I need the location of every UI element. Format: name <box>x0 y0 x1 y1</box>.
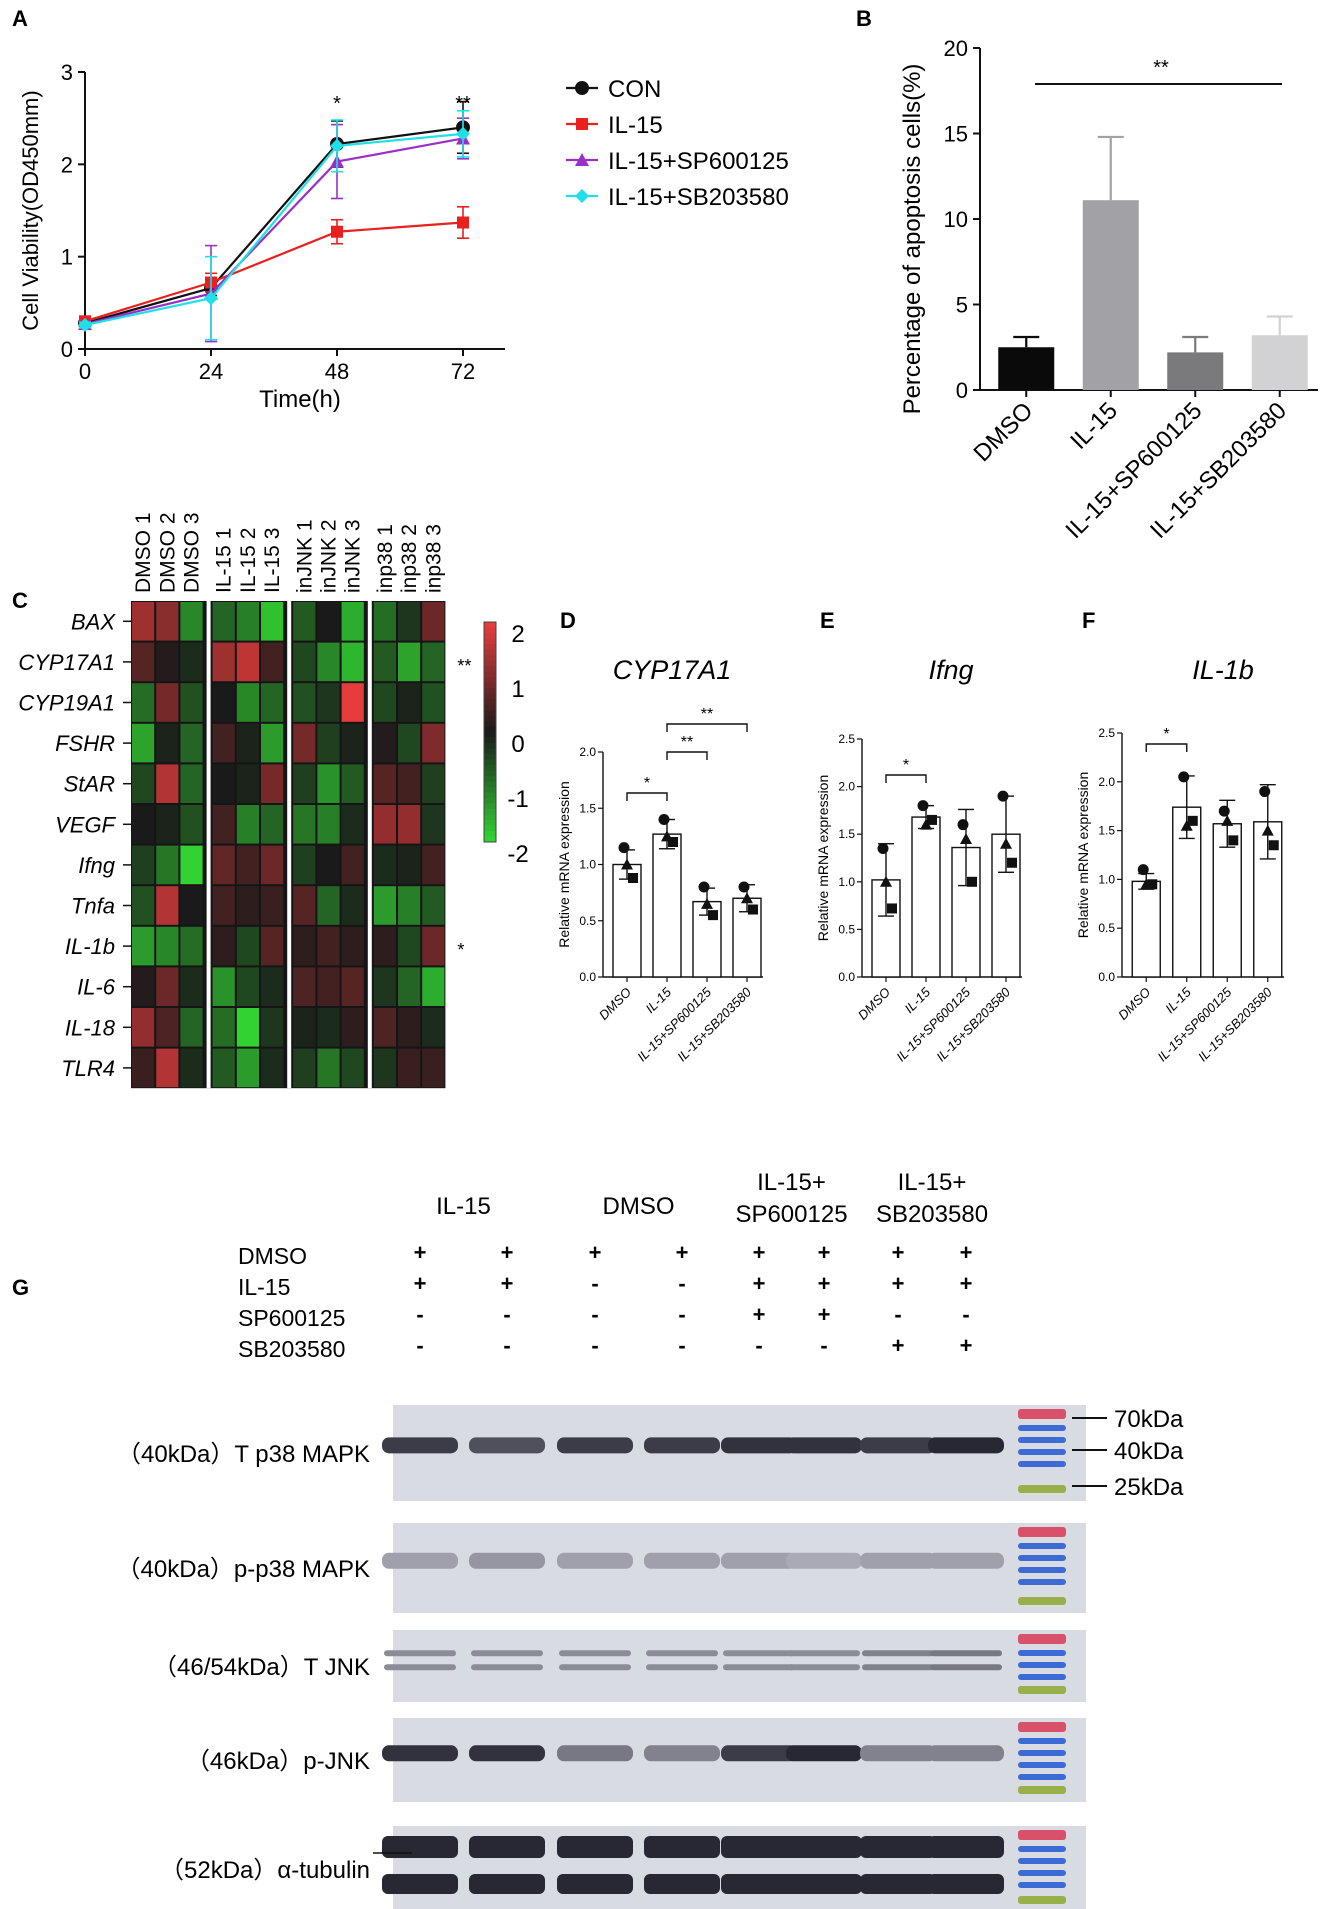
panel-letter-b: B <box>856 6 872 31</box>
panel-letter-d: D <box>560 608 576 633</box>
panel-letter-f: F <box>1082 608 1095 633</box>
panel-letter-a: A <box>12 6 28 31</box>
panel-letter-e: E <box>820 608 835 633</box>
panel-letter-c: C <box>12 588 28 613</box>
panel-letter-g: G <box>12 1275 29 1300</box>
